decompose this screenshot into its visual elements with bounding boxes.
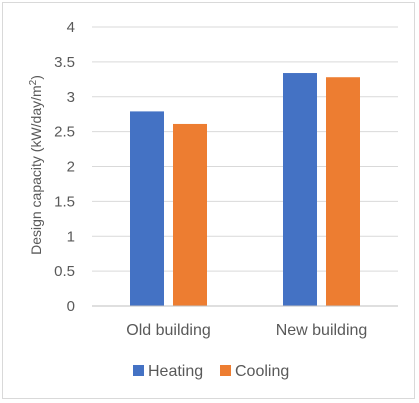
y-tick-label: 2 bbox=[67, 159, 75, 176]
y-tick-label: 0.5 bbox=[54, 263, 75, 280]
x-category-label: New building bbox=[276, 322, 368, 339]
y-tick-label: 1 bbox=[67, 228, 75, 245]
bar-cooling-0 bbox=[173, 123, 207, 306]
bar-heating-0 bbox=[130, 111, 164, 307]
legend-label-cooling: Cooling bbox=[235, 363, 289, 380]
x-category-label: Old building bbox=[126, 322, 211, 339]
bar-heating-1 bbox=[283, 73, 317, 306]
y-axis-ticks: 0 0.5 1 1.5 2 2.5 3 3.5 4 bbox=[54, 19, 75, 315]
y-tick-label: 2.5 bbox=[54, 124, 75, 141]
legend-swatch-cooling bbox=[220, 365, 231, 376]
y-axis-label: Design capacity (kW/day/m2) bbox=[28, 75, 44, 255]
legend: Heating Cooling bbox=[133, 363, 289, 380]
y-tick-label: 4 bbox=[67, 19, 75, 36]
y-tick-label: 0 bbox=[67, 298, 75, 315]
legend-swatch-heating bbox=[133, 365, 144, 376]
bar-cooling-1 bbox=[326, 77, 360, 306]
y-tick-label: 1.5 bbox=[54, 193, 75, 210]
legend-label-heating: Heating bbox=[148, 363, 203, 380]
x-axis-categories: Old building New building bbox=[126, 322, 367, 339]
y-tick-label: 3 bbox=[67, 89, 75, 106]
y-tick-label: 3.5 bbox=[54, 54, 75, 71]
bars bbox=[130, 73, 360, 307]
